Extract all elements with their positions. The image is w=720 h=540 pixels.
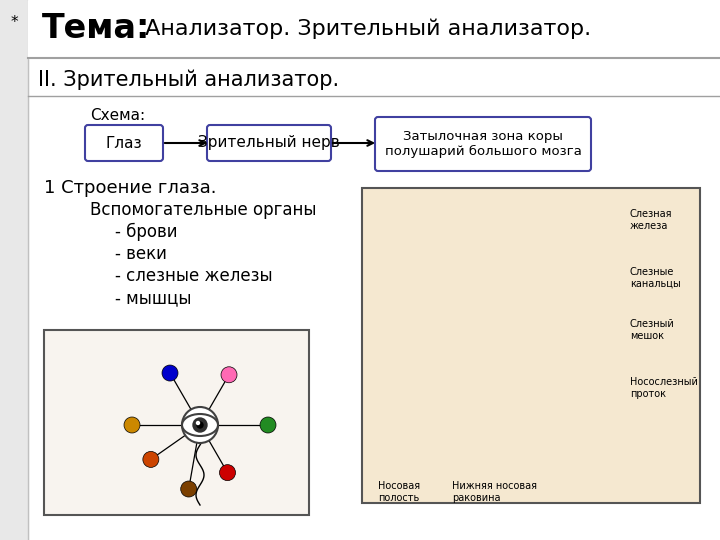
Circle shape — [124, 417, 140, 433]
FancyBboxPatch shape — [85, 125, 163, 161]
Bar — [362, 188, 700, 503]
Text: Носовая
полость: Носовая полость — [378, 481, 420, 503]
Text: - брови: - брови — [115, 223, 178, 241]
Text: *: * — [10, 15, 18, 30]
Text: - мышцы: - мышцы — [115, 289, 192, 307]
Circle shape — [143, 451, 159, 468]
Text: Вспомогательные органы: Вспомогательные органы — [90, 201, 317, 219]
Text: Носослезный
проток: Носослезный проток — [630, 377, 698, 399]
Text: Слезные
канальцы: Слезные канальцы — [630, 267, 680, 289]
Bar — [44, 330, 309, 515]
Text: Затылочная зона коры
полушарий большого мозга: Затылочная зона коры полушарий большого … — [384, 130, 582, 158]
Text: Глаз: Глаз — [106, 136, 143, 151]
Text: Зрительный нерв: Зрительный нерв — [198, 136, 340, 151]
Text: 1 Строение глаза.: 1 Строение глаза. — [44, 179, 217, 197]
Ellipse shape — [182, 414, 218, 436]
Text: Анализатор. Зрительный анализатор.: Анализатор. Зрительный анализатор. — [138, 19, 591, 39]
Circle shape — [221, 367, 237, 383]
Text: II. Зрительный анализатор.: II. Зрительный анализатор. — [38, 70, 339, 90]
Text: - веки: - веки — [115, 245, 167, 263]
Circle shape — [182, 407, 218, 443]
Circle shape — [193, 418, 207, 432]
Circle shape — [260, 417, 276, 433]
Bar — [0, 0, 28, 540]
Circle shape — [162, 365, 178, 381]
Text: Нижняя носовая
раковина: Нижняя носовая раковина — [452, 481, 537, 503]
Circle shape — [197, 422, 203, 428]
Text: Тема:: Тема: — [42, 12, 150, 45]
Text: Слезный
мешок: Слезный мешок — [630, 319, 675, 341]
Text: Схема:: Схема: — [90, 107, 145, 123]
FancyBboxPatch shape — [207, 125, 331, 161]
Circle shape — [220, 464, 235, 481]
FancyBboxPatch shape — [375, 117, 591, 171]
Text: - слезные железы: - слезные железы — [115, 267, 273, 285]
Circle shape — [197, 422, 199, 424]
Circle shape — [181, 481, 197, 497]
Bar — [28, 0, 720, 58]
Text: Слезная
железа: Слезная железа — [630, 209, 672, 231]
